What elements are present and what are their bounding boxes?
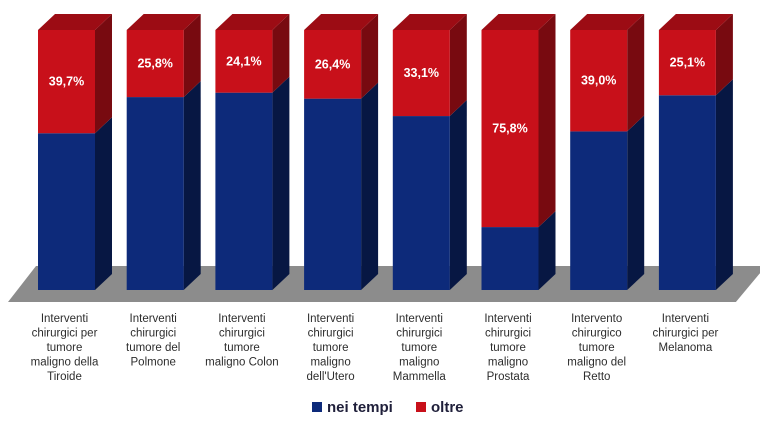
data-label: 25,1% bbox=[670, 56, 705, 70]
bar-segment-nei-tempi-side bbox=[627, 115, 645, 291]
bar-segment-oltre bbox=[126, 30, 184, 98]
bar-segment-nei-tempi bbox=[38, 133, 95, 290]
category-labels: Interventi chirurgici per tumore maligno de… bbox=[31, 313, 719, 383]
bar-segment-oltre-side bbox=[538, 14, 556, 228]
bar-segment-nei-tempi bbox=[570, 131, 628, 290]
bar-segment-nei-tempi bbox=[392, 116, 450, 290]
legend: nei tempi oltre bbox=[312, 399, 464, 416]
category-label: Interventi chirurgici tumore maligno Mammell… bbox=[393, 313, 447, 383]
legend-item: nei tempi bbox=[312, 399, 393, 416]
bar-segment-nei-tempi-side bbox=[449, 100, 467, 290]
bars-group: 39,7% 25,8% 24,1% 26,4% 33,1% 75,8% 39,0% 25,1% bbox=[38, 14, 733, 291]
data-label: 75,8% bbox=[492, 122, 527, 136]
data-label: 25,8% bbox=[137, 57, 172, 71]
bar-segment-nei-tempi bbox=[215, 92, 273, 290]
chart-floor bbox=[8, 266, 760, 302]
bar-segment-oltre bbox=[392, 30, 450, 117]
category-label: Interventi chirurgici per tumore maligno de… bbox=[31, 313, 99, 383]
bar-5: 33,1% bbox=[392, 14, 467, 290]
bar-segment-oltre-side bbox=[715, 14, 733, 96]
bar-8: 25,1% bbox=[658, 14, 733, 290]
bar-segment-nei-tempi-side bbox=[183, 81, 201, 290]
data-label: 33,1% bbox=[404, 66, 439, 80]
bar-segment-oltre-side bbox=[95, 14, 112, 134]
bar-6: 75,8% bbox=[481, 14, 556, 290]
bar-segment-oltre bbox=[658, 30, 716, 96]
bar-segment-nei-tempi-side bbox=[95, 117, 112, 290]
category-label: Interventi chirurgici tumore maligno Colon bbox=[205, 313, 279, 369]
legend-swatch bbox=[416, 402, 426, 412]
bar-segment-oltre bbox=[215, 30, 273, 93]
data-label: 39,0% bbox=[581, 74, 616, 88]
legend-label: oltre bbox=[431, 399, 464, 416]
bar-top bbox=[38, 14, 112, 30]
bar-segment-oltre bbox=[481, 30, 539, 228]
bar-top bbox=[481, 14, 556, 30]
category-label: Interventi chirurgici tumore maligno dell'Ut… bbox=[306, 313, 354, 383]
data-label: 39,7% bbox=[49, 75, 84, 89]
category-label: Interventi chirurgici tumore maligno Prostat… bbox=[484, 313, 531, 383]
bar-top bbox=[126, 14, 201, 30]
bar-segment-nei-tempi bbox=[126, 97, 184, 290]
category-label: Intervento chirurgico tumore maligno del Ret… bbox=[567, 313, 626, 383]
bar-segment-oltre-side bbox=[627, 14, 645, 132]
bar-2: 25,8% bbox=[126, 14, 201, 290]
category-label: Interventi chirurgici tumore del Polmone bbox=[126, 313, 180, 369]
bar-segment-oltre bbox=[570, 30, 628, 132]
bar-top bbox=[658, 14, 733, 30]
legend-swatch bbox=[312, 402, 322, 412]
bar-1: 39,7% bbox=[38, 14, 112, 290]
bar-segment-oltre-side bbox=[183, 14, 201, 98]
bar-segment-oltre bbox=[38, 30, 95, 134]
bar-segment-nei-tempi-side bbox=[272, 76, 290, 290]
bar-3: 24,1% bbox=[215, 14, 290, 290]
category-label: Interventi chirurgici per Melanoma bbox=[652, 313, 718, 354]
bar-segment-oltre-side bbox=[361, 14, 379, 99]
bar-segment-nei-tempi-side bbox=[361, 82, 379, 290]
bar-7: 39,0% bbox=[570, 14, 645, 291]
bar-top bbox=[392, 14, 467, 30]
data-label: 26,4% bbox=[315, 57, 350, 71]
bar-top bbox=[215, 14, 290, 30]
bar-segment-oltre bbox=[304, 30, 362, 99]
bar-top bbox=[570, 14, 645, 30]
legend-label: nei tempi bbox=[327, 399, 393, 416]
bar-4: 26,4% bbox=[304, 14, 379, 290]
bar-segment-oltre-side bbox=[272, 14, 290, 93]
bar-segment-oltre-side bbox=[449, 14, 467, 117]
bar-segment-nei-tempi bbox=[304, 98, 362, 290]
bar-top bbox=[304, 14, 379, 30]
bar-segment-nei-tempi-side bbox=[538, 211, 556, 290]
legend-item: oltre bbox=[416, 399, 464, 416]
bar-segment-nei-tempi bbox=[658, 95, 716, 290]
bar-segment-nei-tempi-side bbox=[715, 79, 733, 290]
bar-segment-nei-tempi bbox=[481, 227, 539, 290]
data-label: 24,1% bbox=[226, 54, 261, 68]
